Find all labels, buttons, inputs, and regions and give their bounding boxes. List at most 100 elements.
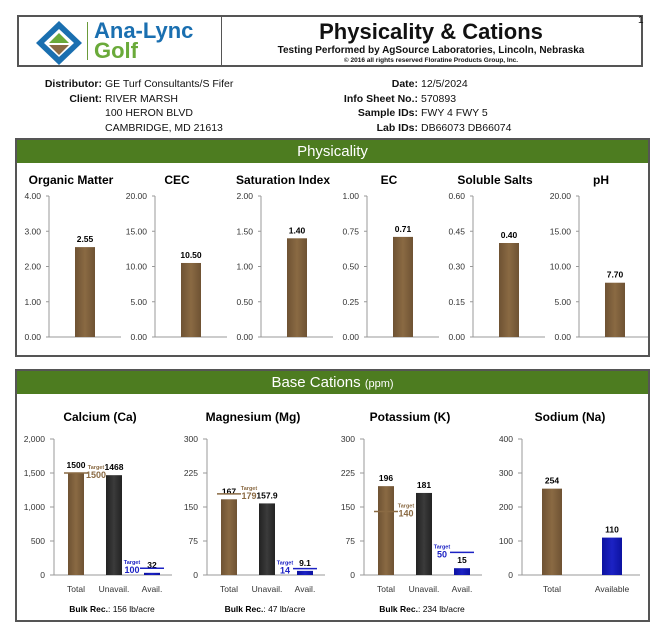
tick-label: 150 — [341, 502, 355, 512]
bulk-rec: Bulk Rec.: 156 lb/acre — [69, 604, 155, 614]
tick-label: 100 — [499, 536, 513, 546]
tick-label: 10.00 — [126, 262, 148, 272]
tick-label: 0 — [40, 570, 45, 580]
bar — [378, 486, 394, 575]
x-category-label: Total — [377, 584, 395, 594]
target-value: 50 — [437, 549, 447, 559]
tick-label: 0.00 — [554, 332, 571, 342]
bulk-rec-value: : 47 lb/acre — [263, 604, 305, 614]
target-value: 179 — [241, 491, 256, 501]
bar — [454, 568, 470, 575]
x-category-label: Avail. — [142, 584, 163, 594]
tick-label: 300 — [341, 434, 355, 444]
distributor-value: GE Turf Consultants/S Fifer — [105, 78, 234, 90]
value-label: 10.50 — [180, 250, 202, 260]
tick-label: 0.45 — [448, 226, 465, 236]
tick-label: 1,000 — [24, 502, 46, 512]
lab-ids-label: Lab IDs: — [376, 121, 418, 134]
bulk-rec: Bulk Rec.: 47 lb/acre — [225, 604, 306, 614]
tick-label: 0.00 — [342, 332, 359, 342]
tick-label: 0.00 — [448, 332, 465, 342]
x-category-label: Unavail. — [99, 584, 130, 594]
tick-label: 5.00 — [554, 297, 571, 307]
bulk-rec: Bulk Rec.: 234 lb/acre — [379, 604, 465, 614]
bulk-rec-label: Bulk Rec. — [225, 604, 264, 614]
tick-label: 4.00 — [24, 191, 41, 201]
tick-label: 1,500 — [24, 468, 46, 478]
physicality-charts: Organic Matter 0.00 1.00 2.00 3.00 4.00 2.55 CE… — [24, 173, 648, 342]
bar — [416, 492, 432, 575]
bar — [499, 243, 519, 337]
tick-label: 1.50 — [236, 226, 253, 236]
bulk-rec-value: : 156 lb/acre — [108, 604, 155, 614]
bar — [605, 282, 625, 337]
chart-title: EC — [381, 173, 398, 187]
x-category-label: Unavail. — [252, 584, 283, 594]
value-label: 32 — [147, 560, 157, 570]
value-label: 110 — [605, 525, 619, 535]
tick-label: 500 — [31, 536, 45, 546]
report-header: Ana-Lync Golf Physicality & Cations Test… — [17, 15, 643, 67]
address-line2: CAMBRIDGE, MD 21613 — [105, 121, 223, 134]
value-label: 196 — [379, 473, 393, 483]
value-label: 2.55 — [77, 234, 94, 244]
report-title: Physicality & Cations — [319, 19, 543, 44]
target-word: Target — [241, 486, 258, 492]
tick-label: 75 — [189, 536, 199, 546]
tick-label: 225 — [341, 468, 355, 478]
tick-label: 1.00 — [342, 191, 359, 201]
tick-label: 1.00 — [24, 297, 41, 307]
info-labels-left: Distributor: Client: — [0, 77, 102, 137]
tick-label: 2.00 — [24, 262, 41, 272]
cations-panel: Base Cations (ppm) Calcium (Ca) 0 500 1,000… — [15, 369, 650, 622]
physicality-header: Physicality — [17, 140, 648, 163]
value-label: 1.40 — [289, 225, 306, 235]
tick-label: 0.15 — [448, 297, 465, 307]
tick-label: 0 — [508, 570, 513, 580]
info-values-right: 12/5/2024 570893 FWY 4 FWY 5 DB66073 DB6… — [421, 77, 621, 137]
tick-label: 20.00 — [126, 191, 148, 201]
x-category-label: Available — [595, 584, 630, 594]
chart-title: Soluble Salts — [457, 173, 533, 187]
value-label: 167 — [222, 486, 236, 496]
tick-label: 3.00 — [24, 226, 41, 236]
tick-label: 10.00 — [550, 262, 572, 272]
tick-label: 15.00 — [126, 226, 148, 236]
sample-ids-label: Sample IDs: — [357, 107, 418, 119]
x-category-label: Avail. — [452, 584, 473, 594]
tick-label: 300 — [499, 468, 513, 478]
tick-label: 1.00 — [236, 262, 253, 272]
target-value: 140 — [398, 509, 413, 519]
value-label: 1500 — [67, 460, 86, 470]
distributor-label: Distributor: — [44, 78, 102, 90]
logo-text-line1: Ana-Lync — [94, 18, 194, 43]
bar — [68, 473, 84, 575]
tick-label: 0.30 — [448, 262, 465, 272]
info-sheet-value: 570893 — [421, 92, 457, 105]
cations-title: Base Cations — [271, 374, 361, 391]
chart-title: Magnesium (Mg) — [206, 410, 301, 424]
tick-label: 0.00 — [24, 332, 41, 342]
target-word: Target — [398, 504, 415, 510]
tick-label: 0.00 — [236, 332, 253, 342]
address-line1: 100 HERON BLVD — [105, 107, 193, 119]
chart-title: pH — [593, 173, 609, 187]
tick-label: 400 — [499, 434, 513, 444]
logo-diamond-icon — [36, 21, 82, 65]
tick-label: 15.00 — [550, 226, 572, 236]
lab-ids-value: DB66073 DB66074 — [421, 121, 512, 134]
bar — [221, 499, 237, 575]
client-value: RIVER MARSH — [105, 92, 178, 105]
value-label: 7.70 — [607, 270, 624, 280]
value-label: 15 — [457, 555, 467, 565]
target-word: Target — [88, 465, 105, 471]
chart-title: Organic Matter — [29, 173, 114, 187]
value-label: 254 — [545, 476, 559, 486]
bar — [287, 238, 307, 337]
x-category-label: Avail. — [295, 584, 316, 594]
target-word: Target — [277, 561, 294, 567]
bulk-rec-label: Bulk Rec. — [69, 604, 108, 614]
chart-title: Saturation Index — [236, 173, 330, 187]
cations-header: Base Cations (ppm) — [17, 371, 648, 394]
